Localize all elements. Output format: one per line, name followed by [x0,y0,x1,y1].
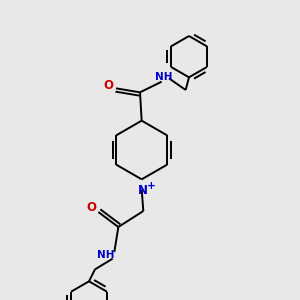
Text: NH: NH [97,250,115,260]
Text: NH: NH [155,72,172,82]
Text: N: N [138,184,148,196]
Text: +: + [147,181,156,191]
Text: O: O [104,79,114,92]
Text: O: O [87,202,97,214]
